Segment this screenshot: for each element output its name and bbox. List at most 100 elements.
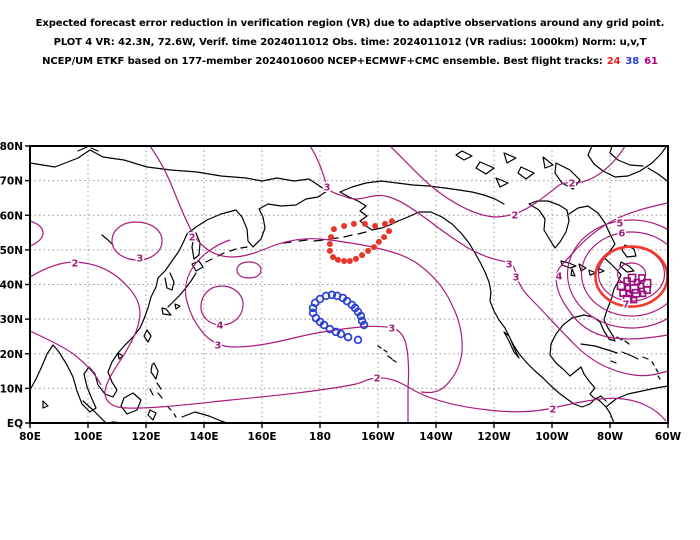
title-block: Expected forecast error reduction in ver… (36, 18, 665, 67)
contour-label-5: 5 (616, 218, 623, 229)
flight-track-61-square-marker (639, 290, 647, 298)
flight-track-38-circle-marker (336, 329, 346, 339)
flight-track-24-dot-marker (370, 244, 377, 251)
lon-tick-label: 180 (309, 431, 331, 443)
contour-label-2: 2 (511, 210, 518, 221)
map-frame (29, 145, 669, 424)
lon-tick-label: 160E (247, 431, 276, 443)
flight-track-24-dot-marker (372, 222, 379, 229)
flight-track-24-dot-marker (341, 222, 348, 229)
flight-track-38-circle-marker (353, 335, 363, 345)
contour-label-3: 3 (388, 324, 395, 335)
contour-level-2 (149, 146, 463, 394)
contour-label-6: 6 (618, 228, 625, 239)
flight-track-24-dot-marker (326, 247, 333, 254)
flight-track-24-dot-marker (330, 226, 337, 233)
coast-eurasia (30, 149, 328, 413)
flight-track-24-dot-marker (361, 220, 368, 227)
lon-tick-label: 120W (477, 431, 511, 443)
title-line-3-prefix: NCEP/UM ETKF based on 177-member 2024010… (42, 56, 603, 67)
flight-track-24-dot-marker (328, 234, 335, 241)
contour-label-3: 3 (513, 272, 520, 283)
flight-track-38-circle-marker (319, 320, 329, 330)
flight-track-24-dot-marker (359, 252, 366, 259)
contour-label-3: 3 (506, 260, 513, 271)
contour-label-2: 2 (374, 373, 381, 384)
flight-track-24-dot-marker (375, 238, 382, 245)
flight-track-number-magenta: 61 (644, 56, 658, 67)
hawaiian-islands (377, 345, 397, 363)
flight-track-24-dot-marker (386, 228, 393, 235)
lat-tick-label: 20N (0, 349, 23, 361)
lat-tick-label: 80N (0, 141, 23, 153)
contour-level-2 (30, 330, 102, 386)
flight-track-24-dot-marker (346, 257, 353, 264)
kuril-islands (205, 246, 248, 263)
lat-tick-label: 10N (0, 383, 23, 395)
flight-track-61-square-marker (637, 282, 645, 290)
error-reduction-contours (30, 146, 668, 423)
flight-track-24-dot-marker (350, 220, 357, 227)
coast-north-america-west (397, 211, 615, 423)
lake-baikal (101, 234, 114, 246)
lon-tick-label: 160W (361, 431, 395, 443)
contour-level-3-closed-small (236, 261, 262, 279)
map-gridlines (30, 146, 668, 423)
flight-track-38-circle-marker (343, 332, 353, 342)
coast-japan (161, 260, 204, 316)
lon-tick-label: 140W (419, 431, 453, 443)
flight-track-38-circle-marker (308, 303, 318, 313)
flight-track-61-square-marker (638, 274, 646, 282)
flight-track-61-square-marker (643, 286, 651, 294)
contour-level-3 (184, 239, 410, 423)
contour-label-3: 3 (214, 341, 221, 352)
coast-alaska (339, 191, 399, 231)
flight-track-24-dot-marker (341, 257, 348, 264)
lat-tick-label: 50N (0, 245, 23, 257)
lat-tick-label: 30N (0, 314, 23, 326)
lat-tick-label: EQ (7, 418, 23, 430)
coast-arctic-islands-russia (77, 146, 99, 152)
flight-track-61-square-marker (627, 273, 637, 283)
contour-level-2 (389, 146, 626, 218)
flight-track-24-dot-marker (352, 255, 359, 262)
contour-level-4 (555, 202, 668, 340)
contour-label-3: 3 (323, 182, 330, 193)
title-line-3: NCEP/UM ETKF based on 177-member 2024010… (42, 56, 658, 67)
coast-south-america-north (605, 385, 668, 408)
lon-tick-label: 100E (73, 431, 102, 443)
flight-track-24-dot-marker (388, 218, 395, 225)
flight-track-38-circle-marker (321, 291, 331, 301)
flight-track-38-circle-marker (327, 290, 337, 300)
lat-tick-label: 70N (0, 176, 23, 188)
flight-track-24-dot-marker (381, 220, 388, 227)
contour-ring-level-6 (580, 231, 668, 317)
flight-track-number-blue: 38 (625, 56, 639, 67)
contour-label-2: 2 (549, 405, 556, 416)
contour-label-4: 4 (555, 271, 562, 282)
great-lakes (560, 260, 605, 277)
flight-track-38-circle-marker (356, 311, 366, 321)
contour-label-7: 7 (622, 299, 629, 310)
contour-label-4: 4 (216, 321, 223, 332)
lon-tick-label: 140E (189, 431, 218, 443)
contour-level-2 (30, 220, 44, 247)
title-line-2: PLOT 4 VR: 42.3N, 72.6W, Verif. time 202… (54, 37, 647, 48)
contour-level-3 (309, 146, 668, 377)
flight-track-61-square-marker (625, 290, 633, 298)
flight-track-38-circle-marker (331, 327, 341, 337)
lat-tick-label: 40N (0, 280, 23, 292)
flight-track-38-circle-marker (359, 320, 369, 330)
flight-track-61-square-marker (622, 294, 632, 304)
newfoundland-novascotia (619, 244, 637, 273)
canadian-arctic-archipelago (455, 150, 581, 190)
lon-tick-label: 80E (19, 431, 41, 443)
contour-label-3: 3 (136, 253, 143, 264)
contour-ring-level-5 (566, 219, 668, 329)
contour-label-2: 2 (569, 179, 576, 190)
coast-srilanka (42, 400, 49, 409)
lon-tick-label: 60W (655, 431, 682, 443)
coast-taiwan-hainan (117, 329, 152, 360)
